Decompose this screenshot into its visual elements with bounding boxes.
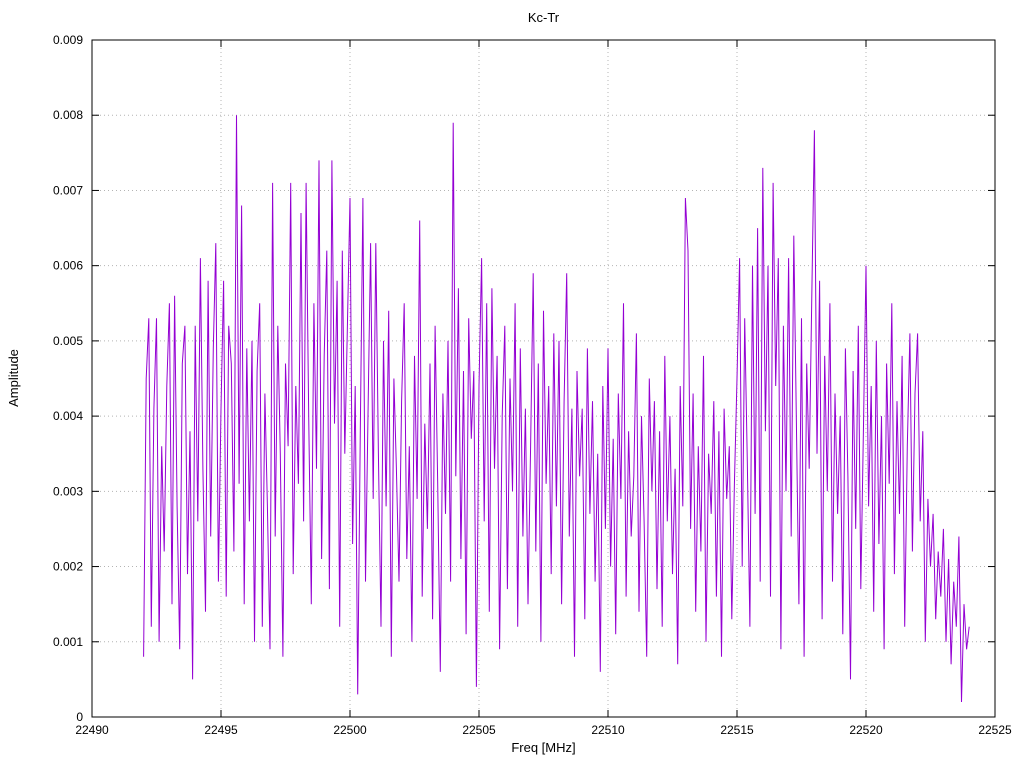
chart-title: Kc-Tr [527,10,560,25]
x-axis-label: Freq [MHz] [511,740,576,755]
y-tick-label: 0.006 [53,259,83,273]
plot-border [91,39,996,718]
x-tick-label: 22520 [849,723,883,737]
x-tick-label: 22500 [333,723,367,737]
y-tick-label: 0.002 [53,560,83,574]
x-tick-label: 22510 [591,723,625,737]
y-tick-label: 0.001 [53,635,83,649]
x-tick-label: 22490 [75,723,109,737]
x-tick-label: 22525 [978,723,1012,737]
y-tick-label: 0 [76,710,83,724]
series-line [143,115,970,703]
y-tick-label: 0.004 [53,409,83,423]
y-tick-label: 0.003 [53,484,83,498]
y-tick-label: 0.007 [53,183,83,197]
y-tick-label: 0.008 [53,108,83,122]
y-tick-label: 0.009 [53,33,83,47]
x-tick-label: 22505 [462,723,496,737]
y-tick-label: 0.005 [53,334,83,348]
x-tick-label: 22495 [204,723,238,737]
x-tick-label: 22515 [720,723,754,737]
